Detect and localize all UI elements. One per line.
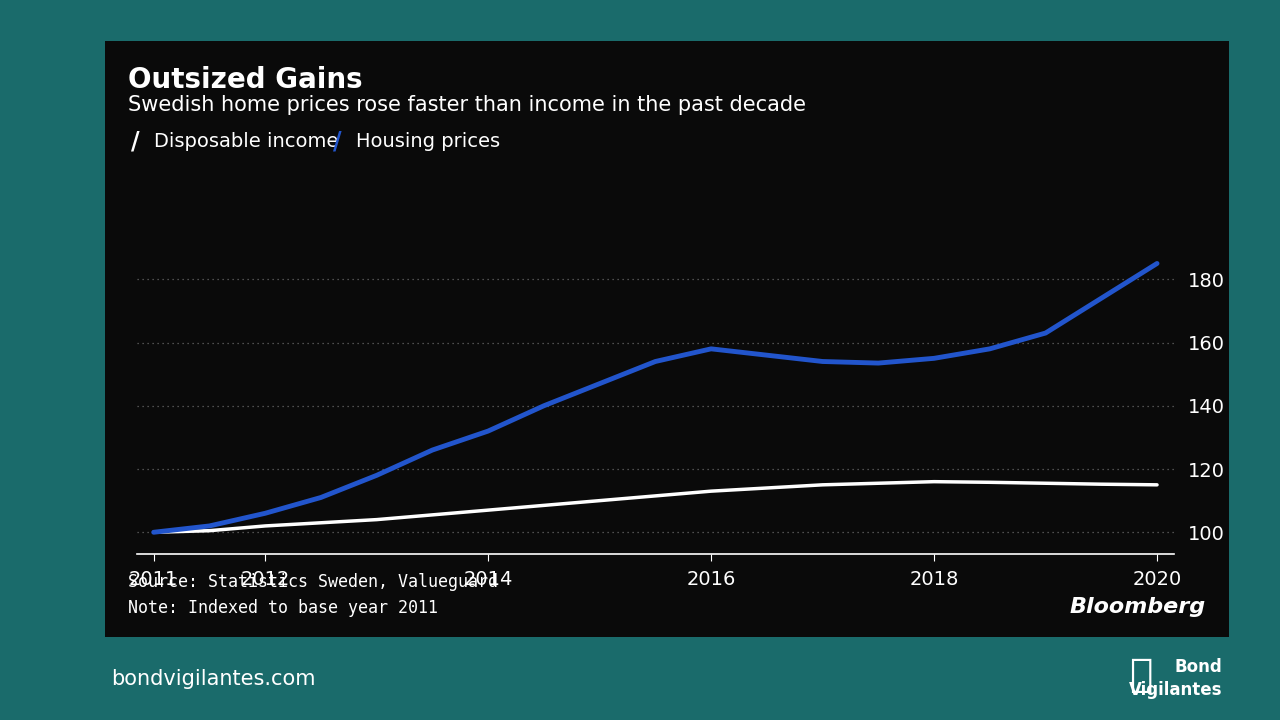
Text: Outsized Gains: Outsized Gains [128, 66, 362, 94]
Text: Bond
Vigilantes: Bond Vigilantes [1129, 659, 1222, 698]
Text: Source: Statistics Sweden, Valueguard
Note: Indexed to base year 2011: Source: Statistics Sweden, Valueguard No… [128, 572, 498, 617]
Text: /: / [333, 130, 342, 154]
Text: bondvigilantes.com: bondvigilantes.com [111, 669, 316, 688]
Text: 👥: 👥 [1129, 656, 1152, 694]
Text: Bloomberg: Bloomberg [1070, 597, 1206, 617]
Text: Housing prices: Housing prices [356, 132, 500, 151]
Text: Swedish home prices rose faster than income in the past decade: Swedish home prices rose faster than inc… [128, 95, 806, 115]
Text: /: / [131, 130, 140, 154]
Text: Disposable income: Disposable income [154, 132, 338, 151]
